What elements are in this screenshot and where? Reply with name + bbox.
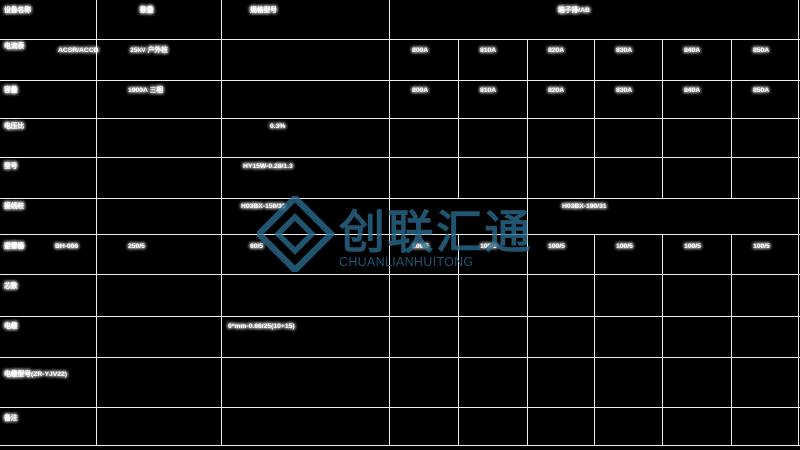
svg-text:创联汇通: 创联汇通: [339, 206, 533, 258]
svg-text:CHUANLIANHUITONG: CHUANLIANHUITONG: [339, 255, 473, 269]
